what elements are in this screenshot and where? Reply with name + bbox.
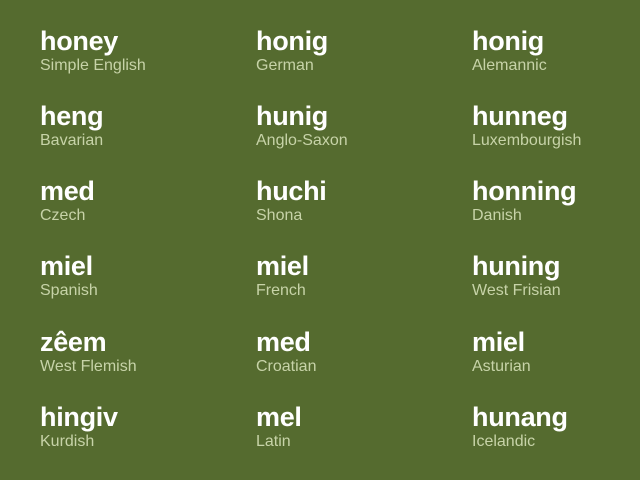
- word: hunig: [256, 101, 328, 131]
- language-label: Icelandic: [472, 433, 536, 450]
- entry-german: honig German: [256, 26, 456, 76]
- word: huchi: [256, 176, 327, 206]
- entry-french: miel French: [256, 251, 456, 301]
- word: zêem: [40, 327, 107, 357]
- language-label: Asturian: [472, 358, 531, 375]
- entry-west-frisian: huning West Frisian: [472, 251, 640, 301]
- language-label: Bavarian: [40, 132, 104, 149]
- entry-shona: huchi Shona: [256, 176, 456, 226]
- entry-kurdish: hingiv Kurdish: [40, 402, 240, 452]
- language-label: Anglo-Saxon: [256, 132, 348, 149]
- word: miel: [40, 251, 93, 281]
- entry-latin: mel Latin: [256, 402, 456, 452]
- language-label: Czech: [40, 207, 86, 224]
- word: honey: [40, 26, 119, 56]
- entry-west-flemish: zêem West Flemish: [40, 327, 240, 377]
- entry-anglo-saxon: hunig Anglo-Saxon: [256, 101, 456, 151]
- word: honig: [472, 26, 544, 56]
- language-label: Croatian: [256, 358, 317, 375]
- language-label: Kurdish: [40, 433, 95, 450]
- word: mel: [256, 402, 302, 432]
- entry-danish: honning Danish: [472, 176, 640, 226]
- language-label: Alemannic: [472, 57, 547, 74]
- language-label: West Flemish: [40, 358, 137, 375]
- word: hingiv: [40, 402, 118, 432]
- word: heng: [40, 101, 104, 131]
- language-label: Simple English: [40, 57, 146, 74]
- word: med: [256, 327, 311, 357]
- language-label: West Frisian: [472, 282, 561, 299]
- entry-bavarian: heng Bavarian: [40, 101, 240, 151]
- language-label: Latin: [256, 433, 291, 450]
- entry-czech: med Czech: [40, 176, 240, 226]
- entry-simple-english: honey Simple English: [40, 26, 240, 76]
- word: honig: [256, 26, 328, 56]
- language-label: Shona: [256, 207, 303, 224]
- entry-icelandic: hunang Icelandic: [472, 402, 640, 452]
- language-label: German: [256, 57, 314, 74]
- language-label: French: [256, 282, 306, 299]
- entry-croatian: med Croatian: [256, 327, 456, 377]
- word: honning: [472, 176, 577, 206]
- entry-asturian: miel Asturian: [472, 327, 640, 377]
- word: miel: [472, 327, 525, 357]
- word: hunneg: [472, 101, 568, 131]
- word: huning: [472, 251, 561, 281]
- language-label: Luxembourgish: [472, 132, 582, 149]
- word: med: [40, 176, 95, 206]
- entry-alemannic: honig Alemannic: [472, 26, 640, 76]
- word: miel: [256, 251, 309, 281]
- language-label: Spanish: [40, 282, 98, 299]
- entry-luxembourgish: hunneg Luxembourgish: [472, 101, 640, 151]
- language-label: Danish: [472, 207, 522, 224]
- entry-spanish: miel Spanish: [40, 251, 240, 301]
- word: hunang: [472, 402, 568, 432]
